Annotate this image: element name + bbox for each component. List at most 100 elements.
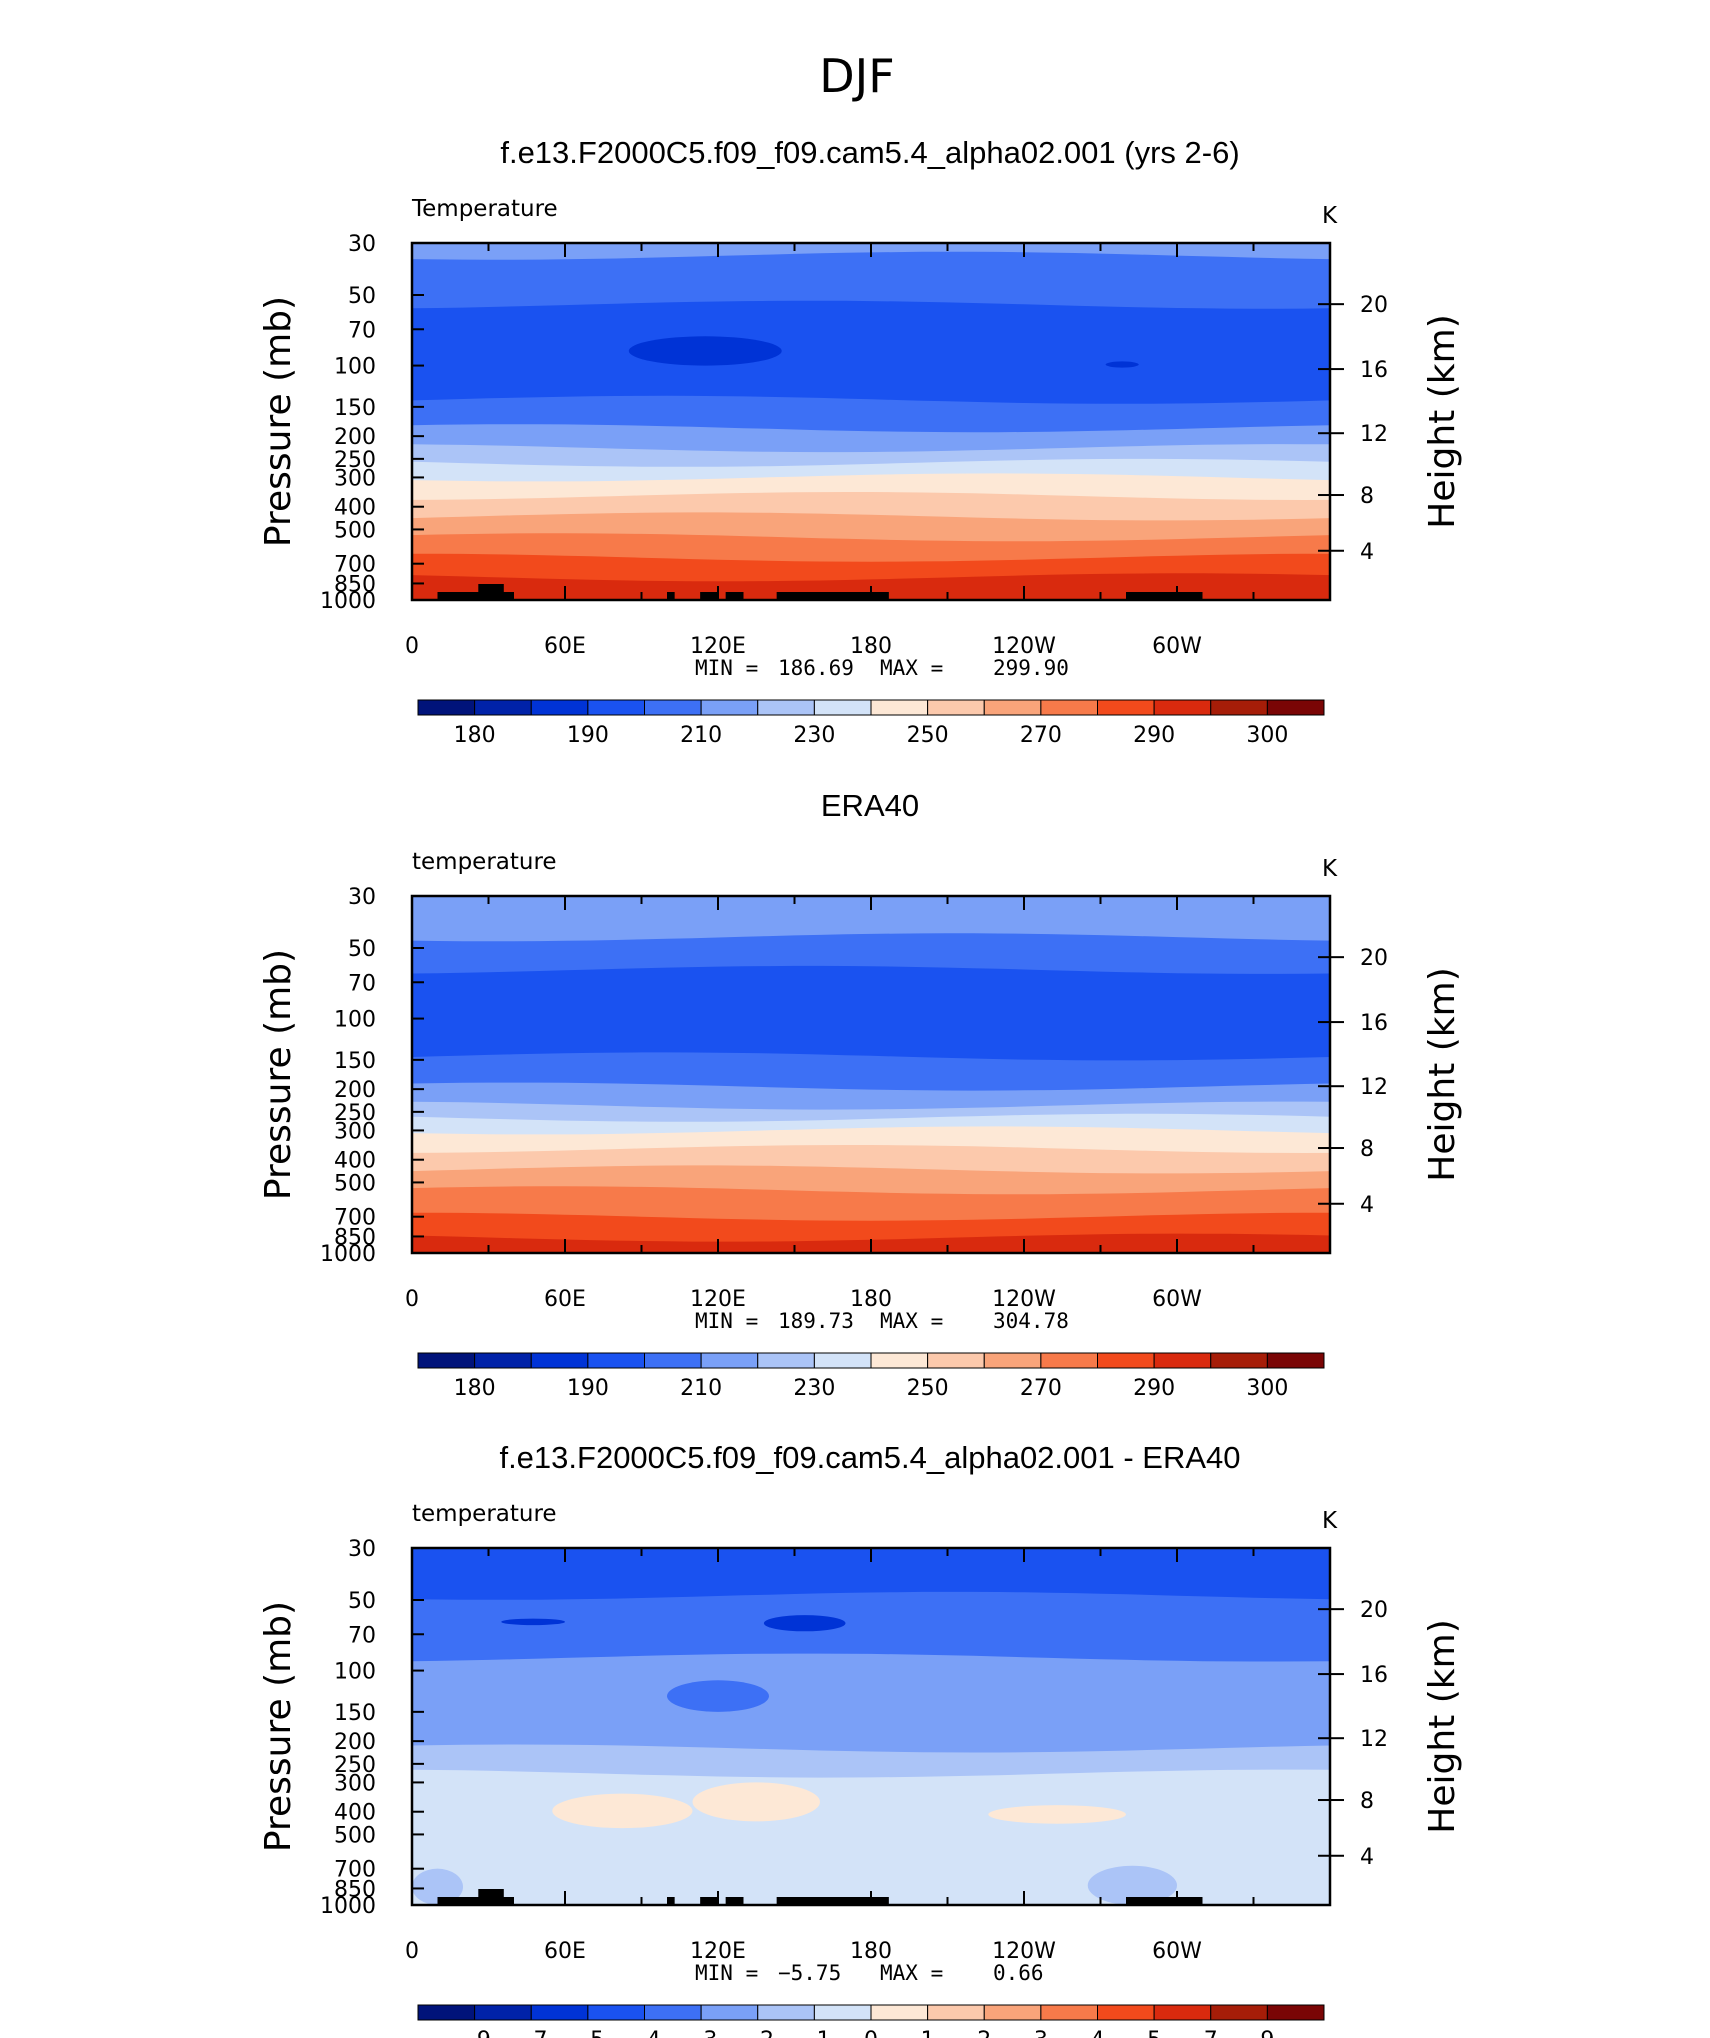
x-tick-label: 180: [850, 1287, 892, 1312]
y-tick-label: 50: [348, 1589, 376, 1614]
contour-band: [412, 251, 1330, 311]
topography-mask: [667, 1897, 675, 1905]
x-tick-label: 60W: [1152, 634, 1202, 659]
colorbar-label: 7: [1204, 2028, 1218, 2038]
max-value: 299.90: [993, 656, 1069, 680]
plot-area: [412, 1548, 1330, 1905]
colorbar-box: [474, 699, 532, 716]
contour-band: [412, 933, 1330, 976]
x-tick-label: 60W: [1152, 1939, 1202, 1964]
y-tick-label: 200: [334, 1078, 376, 1103]
x-tick-label: 60E: [544, 634, 586, 659]
y-tick-label: 70: [348, 1623, 376, 1648]
contour-band: [412, 1653, 1330, 1704]
y-tick-label: 300: [334, 466, 376, 491]
y-tick-label: 700: [334, 1206, 376, 1231]
topography-mask: [700, 592, 718, 600]
colorbar-label: 180: [454, 1376, 496, 1401]
colorbar-box: [644, 1352, 702, 1369]
colorbar-label: −2: [742, 2028, 774, 2038]
y-tick-label: 150: [334, 1701, 376, 1726]
contour-band: [412, 424, 1330, 455]
topography-mask: [776, 1897, 889, 1905]
contour-band: [412, 1186, 1330, 1223]
contour-blob: [692, 1782, 820, 1822]
colorbar-box: [1266, 1352, 1325, 1369]
colorbar-label: 230: [793, 723, 835, 748]
colorbar-label: −3: [685, 2028, 717, 2038]
min-value: −5.75: [778, 1961, 841, 1985]
colorbar-box: [1040, 699, 1098, 716]
min-label: MIN =: [695, 1961, 758, 1985]
y-tick-label: 1000: [320, 1894, 376, 1919]
contour-blob: [1087, 1865, 1177, 1905]
variable-label: temperature: [412, 1501, 557, 1527]
colorbar-label: 290: [1133, 723, 1175, 748]
x-tick-label: 180: [850, 1939, 892, 1964]
y-tick-label: 150: [334, 1049, 376, 1074]
colorbar-label: 180: [454, 723, 496, 748]
colorbar-box: [1266, 2004, 1325, 2021]
y-tick-label-right: 12: [1360, 1727, 1388, 1752]
contour-band: [412, 1082, 1330, 1112]
x-tick-label: 60E: [544, 1939, 586, 1964]
colorbar-box: [757, 1352, 815, 1369]
y-tick-label: 50: [348, 284, 376, 309]
colorbar-box: [1097, 1352, 1155, 1369]
colorbar-box: [983, 2004, 1042, 2021]
colorbar-box: [983, 699, 1042, 716]
panel-title: ERA40: [821, 788, 919, 823]
colorbar-box: [927, 2004, 985, 2021]
colorbar-label: 5: [1147, 2028, 1161, 2038]
x-tick-label: 120W: [992, 634, 1056, 659]
y-tick-label: 850: [334, 1877, 376, 1902]
colorbar-box: [1210, 2004, 1268, 2021]
topography-mask: [1126, 592, 1203, 600]
y-tick-label-right: 20: [1360, 946, 1388, 971]
topography-mask: [776, 592, 889, 600]
colorbar-label: −4: [628, 2028, 660, 2038]
x-tick-label: 0: [405, 634, 419, 659]
y-tick-label: 30: [348, 885, 376, 910]
colorbar-box: [417, 2004, 476, 2021]
y-tick-label: 850: [334, 1225, 376, 1250]
colorbar-label: 9: [1260, 2028, 1274, 2038]
contour-blob: [412, 1868, 463, 1905]
colorbar-box: [644, 2004, 702, 2021]
x-tick-label: 60W: [1152, 1287, 1202, 1312]
variable-label: temperature: [412, 849, 557, 875]
colorbar-label: −1: [798, 2028, 830, 2038]
max-label: MAX =: [880, 1309, 943, 1333]
contour-band: [412, 896, 1330, 944]
units-label: K: [1322, 203, 1338, 229]
x-tick-label: 120E: [690, 634, 746, 659]
colorbar-label: 210: [680, 1376, 722, 1401]
units-label: K: [1322, 856, 1338, 882]
units-label: K: [1322, 1508, 1338, 1534]
x-tick-label: 120E: [690, 1939, 746, 1964]
contour-band: [412, 1693, 1330, 1755]
y-tick-label: 200: [334, 1730, 376, 1755]
y-tick-label-right: 4: [1360, 1845, 1374, 1870]
y-tick-label-right: 8: [1360, 1789, 1374, 1814]
colorbar-box: [1097, 2004, 1155, 2021]
y-tick-label-right: 4: [1360, 1193, 1374, 1218]
topography-mask: [478, 584, 504, 594]
colorbar-box: [474, 1352, 532, 1369]
colorbar-label: 190: [567, 1376, 609, 1401]
colorbar-box: [1266, 699, 1325, 716]
colorbar-box: [927, 1352, 985, 1369]
contour-blob: [552, 1793, 693, 1829]
colorbar-label: 300: [1246, 1376, 1288, 1401]
contour-band: [412, 300, 1330, 406]
y-tick-label-right: 12: [1360, 422, 1388, 447]
colorbar-label: 210: [680, 723, 722, 748]
y-tick-label: 50: [348, 937, 376, 962]
min-value: 186.69: [778, 656, 854, 680]
colorbar-label: 190: [567, 723, 609, 748]
contour-band: [412, 1126, 1330, 1155]
colorbar-box: [1210, 699, 1268, 716]
y-tick-label: 150: [334, 396, 376, 421]
panel-title: f.e13.F2000C5.f09_f09.cam5.4_alpha02.001…: [499, 1440, 1240, 1475]
colorbar-box: [813, 1352, 872, 1369]
